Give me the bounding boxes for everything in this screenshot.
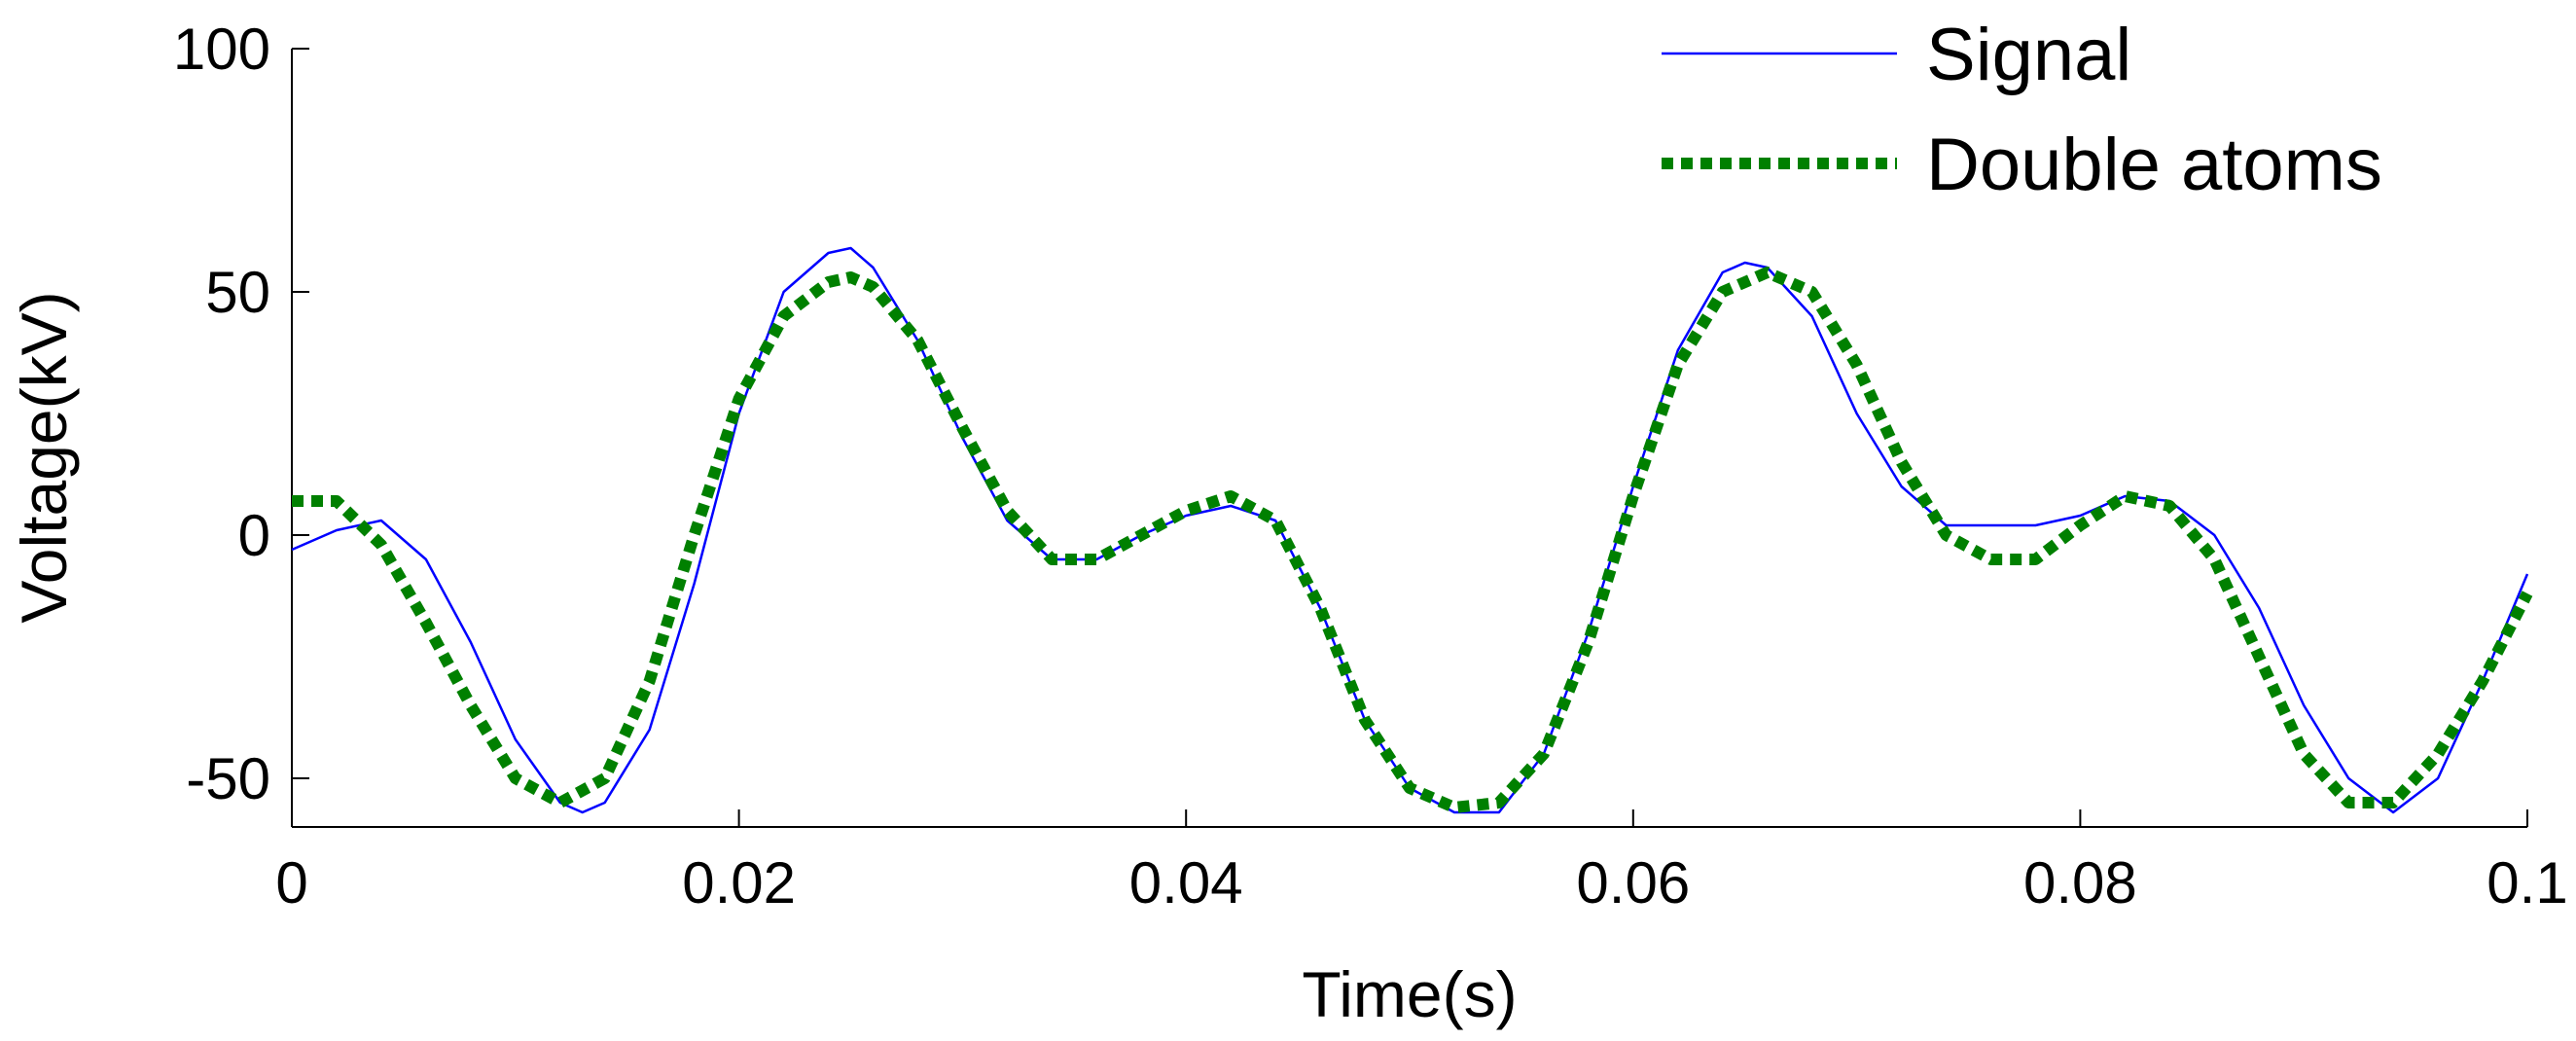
x-tick-label: 0.08	[2023, 850, 2137, 915]
y-tick-label: 100	[173, 17, 270, 82]
series-line-double-atoms	[292, 267, 2533, 813]
y-tick-label: 50	[205, 260, 270, 325]
x-axis-ticks: 0 0.02 0.04 0.06 0.08 0.1	[275, 809, 2568, 915]
y-tick-label: 0	[238, 503, 270, 568]
x-tick-label: 0.02	[682, 850, 796, 915]
x-tick-label: 0	[275, 850, 307, 915]
legend: Signal Double atoms	[1662, 14, 2382, 206]
x-axis-label: Time(s)	[1302, 958, 1517, 1030]
x-tick-label: 0.04	[1129, 850, 1243, 915]
y-axis-ticks: -50 0 50 100	[173, 17, 309, 811]
x-tick-label: 0.1	[2487, 850, 2567, 915]
legend-label-double-atoms: Double atoms	[1926, 124, 2382, 206]
legend-label-signal: Signal	[1926, 14, 2131, 96]
y-tick-label: -50	[186, 746, 270, 811]
y-axis-label: Voltage(kV)	[8, 291, 80, 623]
series-layer	[291, 246, 2533, 814]
x-tick-label: 0.06	[1576, 850, 1690, 915]
